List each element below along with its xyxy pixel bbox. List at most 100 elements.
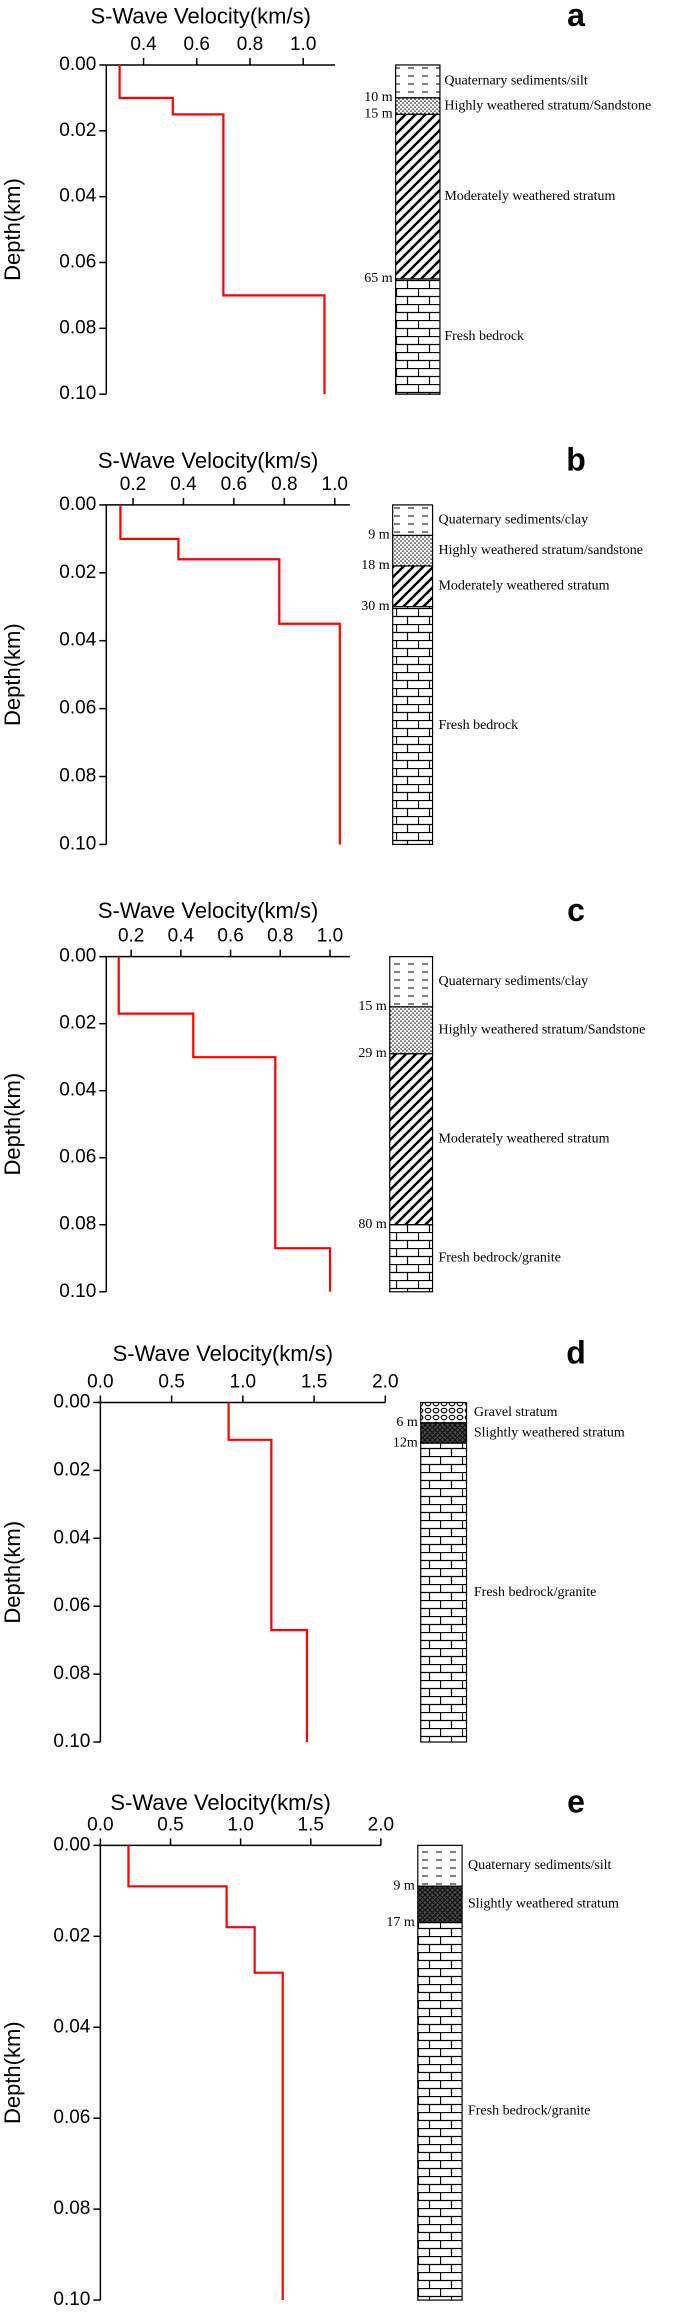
y-tick-label: 0.04 — [59, 1080, 96, 1101]
stratum-label: Highly weathered stratum/sandstone — [438, 543, 643, 558]
stratum — [389, 1006, 434, 1055]
y-tick-label: 0.08 — [53, 2198, 90, 2219]
x-tick-label: 0.4 — [168, 926, 195, 947]
y-tick-label: 0.10 — [53, 1731, 90, 1752]
stratum-label: Quaternary sediments/clay — [438, 974, 588, 989]
stratum — [395, 278, 441, 395]
stratum — [395, 113, 441, 280]
panel: S-Wave Velocity(km/s) b Depth(km) 0.2 0.4 0.6… — [0, 442, 643, 855]
y-tick-label: 0.06 — [59, 1147, 96, 1168]
stratum — [389, 1053, 434, 1226]
x-tick-label: 0.2 — [120, 474, 146, 495]
stratum-label: Moderately weathered stratum — [438, 579, 609, 594]
y-axis-title: Depth(km) — [0, 2021, 25, 2124]
y-tick-label: 0.08 — [53, 1663, 90, 1684]
x-tick-label: 0.8 — [237, 34, 263, 55]
y-tick-label: 0.00 — [59, 494, 96, 515]
y-axis-title: Depth(km) — [0, 1521, 25, 1624]
stratum — [389, 956, 434, 1008]
x-tick-label: 0.6 — [221, 474, 247, 495]
boundary-depth-label: 65 m — [364, 271, 393, 286]
x-tick-label: 0.4 — [130, 34, 157, 55]
x-tick-label: 2.0 — [372, 1371, 398, 1392]
x-tick-label: 0.8 — [267, 926, 293, 947]
stratum — [392, 534, 434, 567]
y-tick-label: 0.00 — [53, 1834, 90, 1855]
y-tick-label: 0.02 — [59, 1013, 96, 1034]
x-tick-label: 0.2 — [118, 926, 144, 947]
boundary-depth-label: 30 m — [361, 599, 390, 614]
stratum-label: Quaternary sediments/silt — [468, 1858, 612, 1873]
y-tick-label: 0.06 — [59, 698, 96, 719]
boundary-depth-label: 17 m — [386, 1915, 415, 1930]
stratum — [392, 565, 434, 608]
x-axis-title: S-Wave Velocity(km/s) — [113, 1341, 333, 1366]
y-tick-label: 0.10 — [59, 1281, 96, 1302]
panel-label: c — [567, 892, 585, 928]
stratum — [417, 1922, 463, 2301]
velocity-profile — [118, 64, 326, 395]
stratum — [389, 1224, 434, 1293]
x-axis-title: S-Wave Velocity(km/s) — [90, 4, 310, 29]
x-tick-label: 0.6 — [184, 34, 210, 55]
y-tick-label: 0.02 — [59, 562, 96, 583]
x-tick-label: 0.5 — [158, 1371, 184, 1392]
stratum — [417, 1885, 463, 1924]
panel: S-Wave Velocity(km/s) a Depth(km) 0.4 0.6 0.8… — [0, 0, 651, 404]
stratum — [395, 97, 441, 115]
x-tick-label: 1.5 — [301, 1371, 327, 1392]
boundary-depth-label: 6 m — [396, 1415, 418, 1430]
y-tick-label: 0.08 — [59, 1214, 96, 1235]
y-tick-label: 0.10 — [59, 383, 96, 404]
y-tick-label: 0.06 — [53, 1595, 90, 1616]
stratum-label: Slightly weathered stratum — [474, 1425, 625, 1440]
stratum-label: Moderately weathered stratum — [438, 1131, 609, 1146]
y-tick-label: 0.08 — [59, 766, 96, 787]
y-axis-title: Depth(km) — [0, 623, 25, 726]
stratum — [420, 1401, 468, 1424]
x-tick-label: 0.0 — [87, 1814, 113, 1835]
y-tick-label: 0.00 — [59, 54, 96, 75]
stratum-label: Fresh bedrock — [444, 329, 524, 344]
y-tick-label: 0.06 — [59, 252, 96, 273]
stratum — [420, 1442, 468, 1743]
y-tick-label: 0.04 — [59, 630, 96, 651]
stratum-label: Quaternary sediments/clay — [438, 512, 588, 527]
y-axis-title: Depth(km) — [0, 178, 25, 281]
boundary-depth-label: 18 m — [361, 558, 390, 573]
y-tick-label: 0.02 — [53, 1459, 90, 1480]
y-tick-label: 0.04 — [53, 2016, 90, 2037]
x-tick-label: 1.0 — [230, 1371, 256, 1392]
x-tick-label: 0.0 — [87, 1371, 113, 1392]
stratum-label: Fresh bedrock — [438, 718, 518, 733]
panel: S-Wave Velocity(km/s) d Depth(km) 0.0 0.5 1.0… — [0, 1335, 625, 1752]
boundary-depth-label: 29 m — [358, 1046, 387, 1061]
stratum-label: Gravel stratum — [474, 1405, 558, 1420]
x-tick-label: 1.0 — [317, 926, 343, 947]
boundary-depth-label: 80 m — [358, 1217, 387, 1232]
x-tick-label: 1.0 — [322, 474, 348, 495]
y-tick-label: 0.00 — [59, 946, 96, 967]
x-tick-label: 0.6 — [217, 926, 243, 947]
x-tick-label: 1.0 — [290, 34, 316, 55]
stratum-label: Fresh bedrock/granite — [474, 1585, 596, 1600]
stratum-label: Fresh bedrock/granite — [438, 1250, 560, 1265]
stratum-label: Highly weathered stratum/Sandstone — [438, 1023, 645, 1038]
panel-label: b — [566, 442, 586, 478]
y-tick-label: 0.08 — [59, 317, 96, 338]
y-tick-label: 0.00 — [53, 1391, 90, 1412]
boundary-depth-label: 9 m — [393, 1879, 415, 1894]
x-tick-label: 2.0 — [368, 1814, 394, 1835]
boundary-depth-label: 9 m — [368, 528, 390, 543]
velocity-profile — [117, 956, 332, 1292]
stratum — [420, 1422, 468, 1444]
panel-label: d — [566, 1335, 586, 1371]
y-tick-label: 0.04 — [53, 1527, 90, 1548]
y-tick-label: 0.02 — [59, 120, 96, 141]
velocity-profile — [127, 1845, 284, 2301]
stratum-label: Quaternary sediments/silt — [444, 74, 588, 89]
x-tick-label: 0.5 — [157, 1814, 183, 1835]
stratum-label: Moderately weathered stratum — [444, 189, 615, 204]
